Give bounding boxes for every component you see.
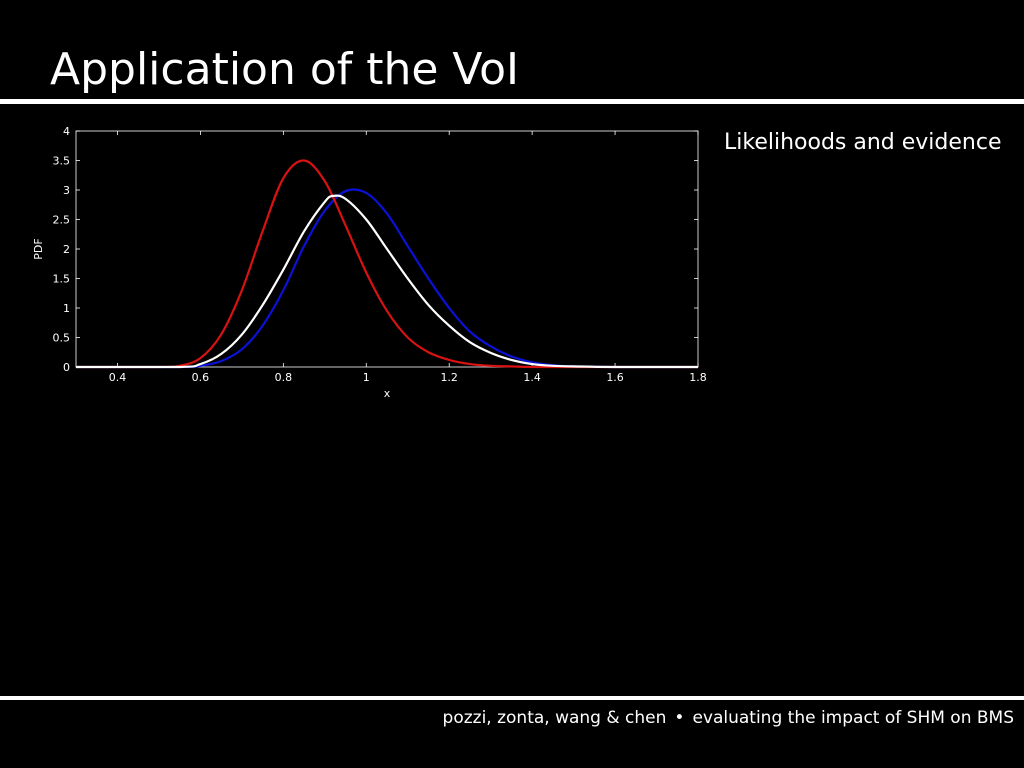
x-tick-label: 0.8 — [275, 371, 293, 384]
y-tick-label: 1 — [63, 302, 70, 315]
chart-axes: 0.4 0.6 0.8 1 1.2 1.4 1.6 1.8 0 0.5 1 1.5 2 2.5 3 3.5 4 x… — [32, 125, 707, 400]
y-tick-label: 0 — [63, 361, 70, 374]
footer-separator: • — [674, 708, 685, 728]
y-tick-label: 1.5 — [53, 273, 71, 286]
footer: pozzi, zonta, wang & chen • evaluating the… — [443, 706, 1014, 730]
series-line-2 — [75, 159, 698, 369]
x-tick-label: 0.6 — [192, 371, 210, 384]
y-tick-label: 2.5 — [53, 214, 71, 227]
series-line-3 — [75, 194, 698, 369]
slide-title: Application of the VoI — [50, 44, 520, 95]
x-tick-label: 1.6 — [606, 371, 624, 384]
x-tick-label: 1.4 — [523, 371, 541, 384]
x-tick-label: 1.2 — [440, 371, 458, 384]
y-tick-label: 3.5 — [53, 155, 71, 168]
x-tick-label: 1.8 — [689, 371, 707, 384]
x-tick-label: 0.4 — [109, 371, 127, 384]
series-line-1 — [75, 188, 698, 369]
side-heading: Likelihoods and evidence — [724, 130, 1002, 155]
footer-divider — [0, 696, 1024, 700]
y-tick-label: 0.5 — [53, 332, 71, 345]
y-axis-label: PDF — [32, 238, 45, 259]
y-tick-label: 4 — [63, 125, 70, 138]
chart-series — [75, 159, 698, 369]
x-axis-label: x — [384, 387, 391, 400]
pdf-line-chart: 0.4 0.6 0.8 1 1.2 1.4 1.6 1.8 0 0.5 1 1.5 2 2.5 3 3.5 4 x… — [32, 125, 707, 400]
footer-authors: pozzi, zonta, wang & chen — [442, 708, 667, 728]
title-divider — [0, 99, 1024, 104]
y-tick-label: 3 — [63, 184, 70, 197]
y-tick-label: 2 — [63, 243, 70, 256]
x-tick-label: 1 — [363, 371, 370, 384]
footer-subtitle: evaluating the impact of SHM on BMS — [692, 708, 1014, 728]
